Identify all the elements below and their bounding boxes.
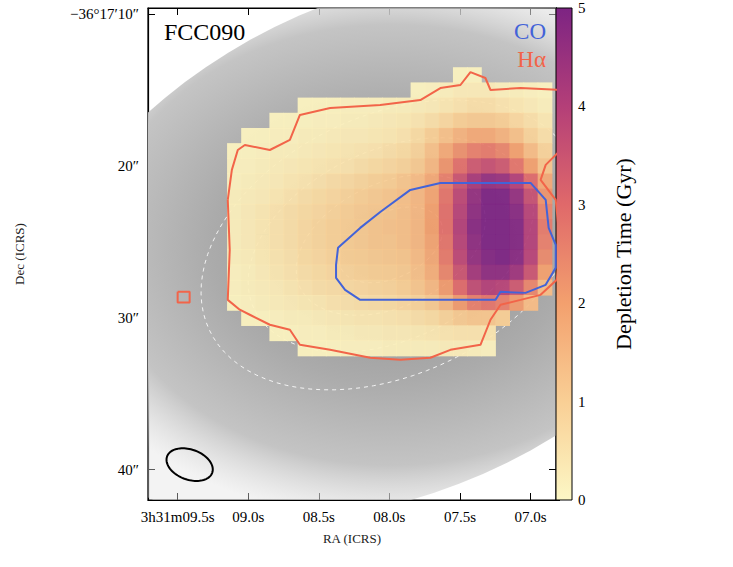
svg-text:4: 4 [578,98,586,114]
svg-text:08.5s: 08.5s [303,509,335,525]
svg-text:5: 5 [578,0,586,16]
svg-text:20″: 20″ [118,158,139,174]
svg-text:09.0s: 09.0s [232,509,264,525]
svg-text:08.0s: 08.0s [373,509,405,525]
svg-text:CO: CO [514,19,546,44]
svg-text:RA (ICRS): RA (ICRS) [323,531,381,546]
svg-text:0: 0 [578,492,586,508]
svg-text:07.5s: 07.5s [444,509,476,525]
svg-text:Depletion Time (Gyr): Depletion Time (Gyr) [611,158,636,350]
svg-text:Dec (ICRS): Dec (ICRS) [12,223,27,285]
svg-text:FCC090: FCC090 [164,19,245,45]
svg-text:3: 3 [578,197,586,213]
svg-text:Hα: Hα [517,47,546,72]
svg-text:2: 2 [578,295,586,311]
svg-text:30″: 30″ [118,310,139,326]
svg-text:−36°17′10″: −36°17′10″ [70,6,139,22]
svg-text:07.0s: 07.0s [515,509,547,525]
svg-text:40″: 40″ [118,462,139,478]
svg-text:3h31m09.5s: 3h31m09.5s [141,509,215,525]
svg-text:1: 1 [578,394,586,410]
